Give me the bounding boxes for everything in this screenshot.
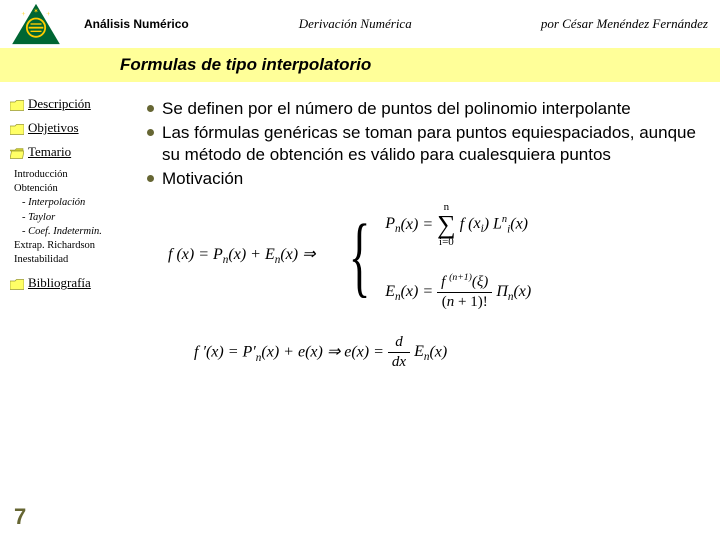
sublist-item: - Coef. Indetermin. xyxy=(22,225,124,239)
svg-text:✶: ✶ xyxy=(33,8,38,15)
formula-derivative: f ′(x) = P′n(x) + e(x) ⇒ e(x) = d dx En(… xyxy=(168,333,702,373)
sublist-item: Obtención xyxy=(14,182,124,196)
bullet-icon xyxy=(138,168,162,190)
temario-sublist: Introducción Obtención - Interpolación -… xyxy=(14,168,124,267)
sublist-item: - Taylor xyxy=(22,211,124,225)
formula-pn: Pn(x) = n ∑ i=0 f (xi) Lni(x) xyxy=(385,200,531,249)
sidebar-item-label: Temario xyxy=(28,144,71,160)
sublist-item: - Interpolación xyxy=(22,196,124,210)
curly-brace-icon: { xyxy=(349,230,371,284)
main-content: Se definen por el número de puntos del p… xyxy=(130,82,720,540)
sublist-item: Inestabilidad xyxy=(14,253,124,267)
sidebar-item-objetivos[interactable]: Objetivos xyxy=(10,120,124,136)
bullet-icon xyxy=(138,122,162,166)
sidebar-item-temario[interactable]: Temario xyxy=(10,144,124,160)
sidebar-item-bibliografia[interactable]: Bibliografía xyxy=(10,275,124,291)
bullet-item: Se definen por el número de puntos del p… xyxy=(138,98,702,120)
slide-title-band: Formulas de tipo interpolatorio xyxy=(0,48,720,82)
sidebar-item-label: Bibliografía xyxy=(28,275,91,291)
sidebar-item-descripcion[interactable]: Descripción xyxy=(10,96,124,112)
sidebar-item-label: Objetivos xyxy=(28,120,79,136)
formula-en: En(x) = f (n+1)(ξ) (n + 1)! Πn(x) xyxy=(385,272,531,313)
formula-lhs: f (x) = Pn(x) + En(x) ⇒ xyxy=(168,245,338,268)
page-number: 7 xyxy=(14,504,26,530)
header-bar: + + ✶ Análisis Numérico Derivación Numér… xyxy=(0,0,720,48)
folder-closed-icon xyxy=(10,123,24,134)
slide-title: Formulas de tipo interpolatorio xyxy=(120,55,371,75)
bullet-icon xyxy=(138,98,162,120)
author-name: por César Menéndez Fernández xyxy=(541,16,708,32)
bullet-text: Se definen por el número de puntos del p… xyxy=(162,98,702,120)
bullet-item: Las fórmulas genéricas se toman para pun… xyxy=(138,122,702,166)
topic-name: Derivación Numérica xyxy=(299,16,412,32)
folder-closed-icon xyxy=(10,99,24,110)
bullet-text: Motivación xyxy=(162,168,702,190)
course-name: Análisis Numérico xyxy=(84,17,189,31)
sum-lower: i=0 xyxy=(439,235,454,249)
sublist-item: Extrap. Richardson xyxy=(14,239,124,253)
folder-open-icon xyxy=(10,147,24,158)
bullet-item: Motivación xyxy=(138,168,702,190)
svg-text:+: + xyxy=(46,8,50,17)
sidebar-item-label: Descripción xyxy=(28,96,91,112)
university-logo: + + ✶ xyxy=(0,0,72,48)
folder-closed-icon xyxy=(10,278,24,289)
formula-block: f (x) = Pn(x) + En(x) ⇒ { Pn(x) = n ∑ i=… xyxy=(138,200,702,372)
sublist-item: Introducción xyxy=(14,168,124,182)
bullet-text: Las fórmulas genéricas se toman para pun… xyxy=(162,122,702,166)
svg-text:+: + xyxy=(21,8,25,17)
sidebar: Descripción Objetivos Temario Introducci… xyxy=(0,82,130,540)
